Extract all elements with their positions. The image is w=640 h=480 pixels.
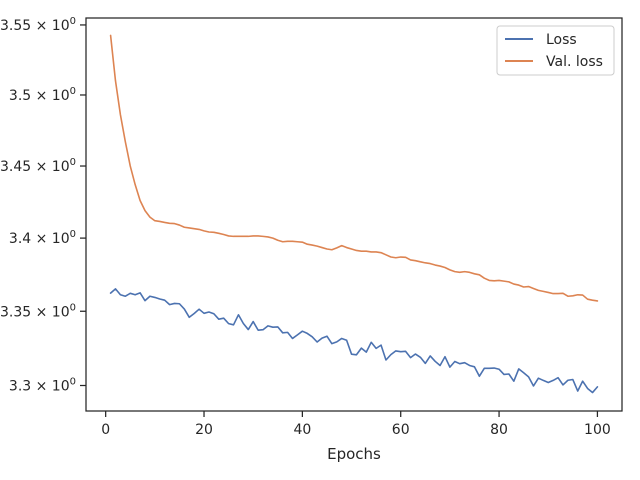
x-axis-label: Epochs [327,445,381,463]
x-tick-label: 0 [101,422,110,438]
y-tick-label: 3.5 × 100 [9,86,76,104]
legend: Loss Val. loss [496,25,615,76]
legend-label-loss: Loss [546,32,577,48]
plot-frame [85,17,623,412]
y-tick-label: 3.55 × 100 [0,16,76,34]
x-tick-label: 60 [392,422,410,438]
x-axis: 0 20 40 60 80 100 [101,411,611,438]
series-line-loss [109,288,599,394]
series-line-val-loss [109,34,599,302]
y-axis: 3.3 × 100 3.35 × 100 3.4 × 100 3.45 × 100 3.… [0,16,86,394]
legend-label-val-loss: Val. loss [546,54,603,70]
y-tick-label: 3.3 × 100 [9,376,76,394]
y-tick-label: 3.45 × 100 [0,157,76,175]
x-tick-label: 80 [490,422,508,438]
plot-background [86,18,622,411]
x-tick-label: 20 [195,422,213,438]
series-layer [109,34,599,394]
x-tick-label: 100 [584,422,611,438]
y-tick-label: 3.35 × 100 [0,302,76,320]
y-tick-label: 3.4 × 100 [9,229,76,247]
x-tick-label: 40 [293,422,311,438]
